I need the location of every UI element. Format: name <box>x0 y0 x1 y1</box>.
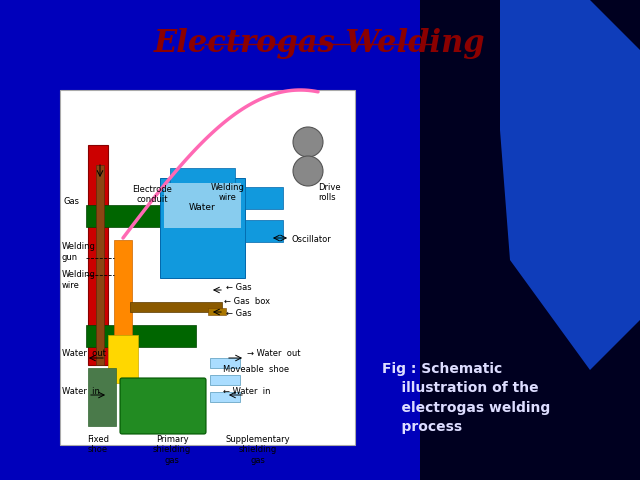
Text: Water  in: Water in <box>62 387 100 396</box>
Text: Drive
rolls: Drive rolls <box>318 183 340 203</box>
Bar <box>245 187 283 209</box>
Text: → Water  out: → Water out <box>247 349 301 359</box>
FancyBboxPatch shape <box>120 378 206 434</box>
Text: Electrode
conduit: Electrode conduit <box>132 185 172 204</box>
Text: Electrogas Welding: Electrogas Welding <box>154 28 486 59</box>
Text: Water: Water <box>189 204 216 213</box>
Bar <box>88 368 116 426</box>
Text: ← Gas: ← Gas <box>226 284 252 292</box>
Text: Fixed
shoe: Fixed shoe <box>87 435 109 455</box>
Bar <box>114 240 132 335</box>
Bar <box>130 302 222 312</box>
Text: Gas: Gas <box>63 197 79 206</box>
Bar <box>210 358 240 368</box>
Bar <box>245 220 283 242</box>
Bar <box>86 205 216 227</box>
Text: Primary
shielding
gas: Primary shielding gas <box>153 435 191 465</box>
Circle shape <box>293 156 323 186</box>
Text: Welding
gun: Welding gun <box>62 242 96 262</box>
Bar <box>108 335 138 383</box>
Bar <box>86 325 196 347</box>
Text: Oscillator: Oscillator <box>292 236 332 244</box>
Bar <box>164 183 241 228</box>
Text: Fig : Schematic
    illustration of the
    electrogas welding
    process: Fig : Schematic illustration of the elec… <box>382 362 550 434</box>
Bar <box>210 392 240 402</box>
Bar <box>210 375 240 385</box>
Text: Welding
wire: Welding wire <box>211 183 245 203</box>
Polygon shape <box>420 0 640 480</box>
Bar <box>208 308 226 315</box>
Text: ← Gas: ← Gas <box>226 310 252 319</box>
Text: ← Water  in: ← Water in <box>223 387 271 396</box>
Text: Water  out: Water out <box>62 349 106 359</box>
Text: Moveable  shoe: Moveable shoe <box>223 364 289 373</box>
Circle shape <box>293 127 323 157</box>
Polygon shape <box>500 0 640 370</box>
Bar <box>60 90 355 445</box>
Bar <box>96 165 104 365</box>
Polygon shape <box>0 0 420 480</box>
Bar <box>160 178 245 278</box>
Bar <box>170 168 235 183</box>
Bar <box>88 145 108 365</box>
Text: Supplementary
shielding
gas: Supplementary shielding gas <box>226 435 291 465</box>
Text: ← Gas  box: ← Gas box <box>224 297 270 305</box>
Text: Welding
wire: Welding wire <box>62 270 96 290</box>
